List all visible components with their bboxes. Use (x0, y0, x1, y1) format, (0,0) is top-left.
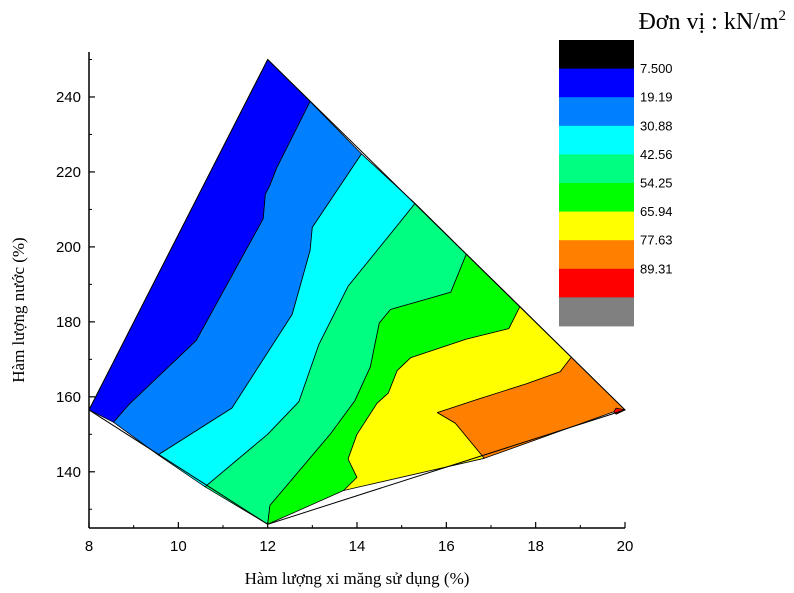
legend-level-label: 65.94 (640, 204, 673, 219)
legend-swatch (559, 154, 634, 184)
legend-swatch (559, 125, 634, 155)
y-tick-label: 180 (56, 314, 81, 331)
legend-swatch (559, 268, 634, 298)
y-tick-label: 220 (56, 164, 81, 181)
color-legend: 7.500 19.19 30.88 42.56 54.25 65.94 77.63 89.31 (559, 40, 673, 327)
legend-swatch (559, 297, 634, 327)
legend-level-label: 19.19 (640, 90, 673, 105)
unit-text: Đơn vị : kN/m (638, 9, 779, 35)
contour-bands (88, 59, 626, 525)
x-tick-label: 10 (170, 538, 187, 555)
legend-swatch (559, 183, 634, 212)
legend-level-label: 42.56 (640, 147, 673, 162)
y-axis-title: Hàm lượng nước (%) (9, 237, 28, 382)
y-tick-label: 160 (56, 389, 81, 406)
legend-swatch (559, 97, 634, 127)
x-axis-title: Hàm lượng xi măng sử dụng (%) (245, 569, 470, 588)
y-tick-label: 240 (56, 89, 81, 106)
x-tick-label: 8 (85, 538, 93, 555)
unit-power: 2 (778, 8, 787, 24)
legend-swatch (559, 211, 634, 241)
legend-level-label: 77.63 (640, 233, 673, 248)
legend-level-label: 54.25 (640, 176, 673, 191)
legend-level-label: 30.88 (640, 118, 673, 133)
legend-level-label: 89.31 (640, 261, 673, 276)
x-tick-label: 18 (527, 538, 544, 555)
y-ticks: 140 160 180 200 220 240 (56, 58, 95, 510)
legend-swatch (559, 240, 634, 270)
x-tick-label: 14 (349, 538, 366, 555)
x-ticks: 8 10 12 14 16 18 20 (85, 522, 634, 555)
y-tick-label: 140 (56, 464, 81, 481)
domain-outline (88, 58, 626, 525)
legend-swatch (559, 40, 634, 69)
unit-label: Đơn vị : kN/m2 (638, 8, 786, 36)
legend-swatch (559, 68, 634, 98)
x-tick-label: 20 (617, 538, 634, 555)
legend-level-label: 7.500 (640, 61, 673, 76)
y-tick-label: 200 (56, 239, 81, 256)
x-tick-label: 16 (438, 538, 455, 555)
x-tick-label: 12 (259, 538, 276, 555)
